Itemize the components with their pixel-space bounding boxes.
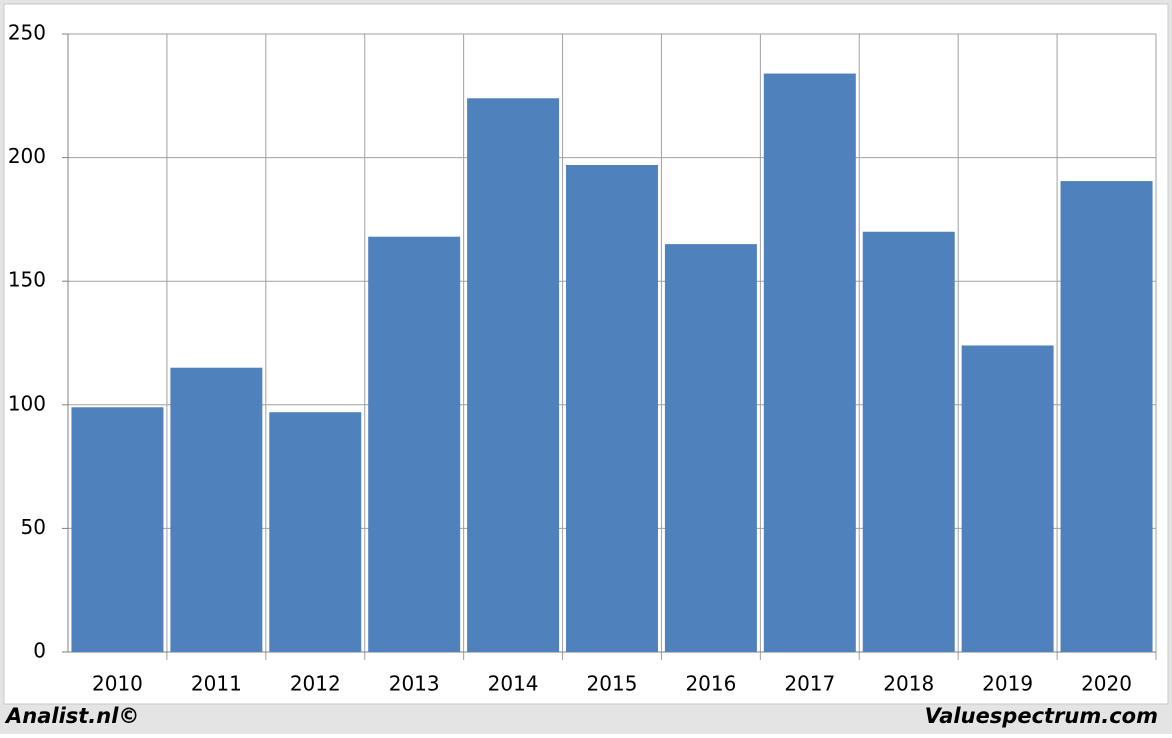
footer-left: Analist.nl© [4,704,139,728]
bar [170,367,263,652]
x-tick-label: 2019 [982,672,1033,696]
x-tick-label: 2013 [389,672,440,696]
bar [368,236,461,653]
bar [862,231,955,652]
bar [961,345,1054,652]
x-tick-label: 2018 [883,672,934,696]
y-tick-label: 100 [8,391,46,415]
y-tick-label: 200 [8,144,46,168]
x-tick-label: 2014 [488,672,539,696]
y-tick-label: 250 [8,21,46,45]
y-tick-label: 50 [21,515,46,539]
x-tick-label: 2016 [685,672,736,696]
footer-right: Valuespectrum.com [925,704,1158,728]
y-tick-label: 150 [8,268,46,292]
x-tick-label: 2010 [92,672,143,696]
bar [1060,181,1153,653]
bar [763,73,856,652]
bar [664,244,757,652]
bar [269,412,362,652]
x-tick-label: 2020 [1081,672,1132,696]
bar [71,407,164,652]
bar [467,98,560,653]
x-tick-label: 2017 [784,672,835,696]
x-tick-label: 2011 [191,672,242,696]
bar [566,165,658,653]
x-tick-label: 2015 [587,672,638,696]
y-tick-label: 0 [33,639,46,663]
x-tick-label: 2012 [290,672,341,696]
